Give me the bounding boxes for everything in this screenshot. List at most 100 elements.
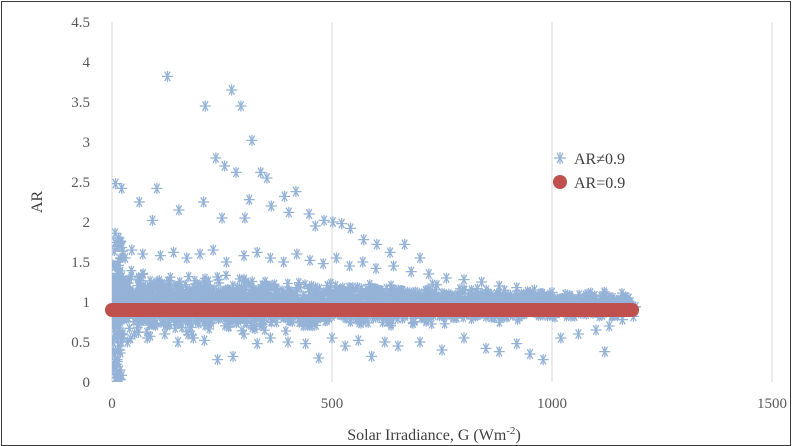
- x-tick-label: 1000: [537, 396, 567, 412]
- marker-ar-not-0.9: [115, 328, 127, 340]
- marker-ar-not-0.9: [458, 332, 470, 344]
- marker-ar-not-0.9: [212, 354, 224, 366]
- marker-ar-not-0.9: [112, 368, 122, 380]
- y-tick-label: 2.5: [71, 175, 90, 191]
- marker-ar-not-0.9: [515, 293, 526, 304]
- marker-ar-not-0.9: [511, 282, 523, 294]
- x-tick-label: 0: [108, 396, 116, 412]
- marker-ar-not-0.9: [283, 286, 294, 297]
- marker-ar-not-0.9: [173, 204, 185, 216]
- marker-ar-not-0.9: [238, 328, 250, 340]
- marker-ar-not-0.9: [564, 290, 576, 302]
- marker-ar-not-0.9: [409, 316, 420, 327]
- marker-ar-not-0.9: [469, 289, 480, 300]
- marker-ar-not-0.9: [388, 260, 400, 272]
- marker-ar-not-0.9: [119, 252, 131, 264]
- marker-ar-not-0.9: [318, 214, 330, 226]
- y-tick-label: 3: [83, 135, 91, 151]
- marker-ar-not-0.9: [537, 290, 548, 301]
- marker-ar-not-0.9: [494, 317, 505, 328]
- marker-ar-not-0.9: [581, 291, 593, 303]
- x-tick-label: 1500: [757, 396, 787, 412]
- marker-ar-not-0.9: [294, 282, 305, 293]
- marker-ar-not-0.9: [439, 318, 450, 329]
- marker-ar-not-0.9: [480, 342, 492, 354]
- marker-ar-not-0.9: [278, 256, 290, 268]
- marker-ar-not-0.9: [165, 275, 176, 286]
- marker-ar-not-0.9: [392, 340, 404, 352]
- marker-ar-not-0.9: [486, 289, 497, 300]
- marker-ar-not-0.9: [112, 315, 118, 326]
- marker-ar-not-0.9: [172, 284, 183, 295]
- marker-ar-not-0.9: [330, 280, 341, 291]
- marker-ar-not-0.9: [261, 172, 273, 184]
- marker-ar-not-0.9: [326, 332, 338, 344]
- marker-ar-not-0.9: [300, 338, 312, 350]
- y-tick-label: 1.5: [71, 255, 90, 271]
- marker-ar-not-0.9: [132, 326, 144, 338]
- marker-ar-not-0.9: [220, 256, 232, 268]
- marker-ar-not-0.9: [475, 290, 486, 301]
- marker-ar-not-0.9: [238, 250, 250, 262]
- marker-ar-not-0.9: [168, 246, 180, 258]
- y-tick-label: 0.5: [71, 335, 90, 351]
- marker-ar-not-0.9: [181, 252, 193, 264]
- marker-ar-not-0.9: [159, 328, 171, 340]
- marker-ar-not-0.9: [336, 218, 348, 230]
- marker-ar-not-0.9: [339, 340, 351, 352]
- marker-ar-not-0.9: [326, 293, 337, 304]
- marker-ar-not-0.9: [384, 246, 396, 258]
- marker-ar-not-0.9: [303, 208, 315, 220]
- marker-ar-not-0.9: [476, 276, 488, 288]
- marker-ar-not-0.9: [537, 354, 549, 366]
- marker-ar-not-0.9: [317, 258, 329, 270]
- marker-ar-not-0.9: [227, 350, 239, 362]
- marker-ar-not-0.9: [454, 283, 465, 294]
- legend-circle-marker: [553, 175, 567, 189]
- marker-ar-not-0.9: [427, 279, 438, 290]
- marker-ar-not-0.9: [198, 334, 210, 346]
- marker-ar-not-0.9: [136, 287, 147, 298]
- marker-ar-not-0.9: [318, 287, 329, 298]
- marker-ar-not-0.9: [309, 220, 321, 232]
- marker-ar-not-0.9: [599, 346, 611, 358]
- marker-ar-not-0.9: [414, 336, 426, 348]
- y-tick-label: 1: [83, 295, 91, 311]
- marker-ar-not-0.9: [112, 276, 123, 287]
- marker-ar-not-0.9: [352, 282, 363, 293]
- marker-ar-not-0.9: [223, 285, 234, 296]
- marker-ar-not-0.9: [304, 254, 316, 266]
- marker-ar-not-0.9: [207, 244, 219, 256]
- marker-ar-not-0.9: [352, 334, 364, 346]
- marker-ar-not-0.9: [115, 288, 126, 299]
- marker-ar-not-0.9: [141, 332, 153, 344]
- marker-ar-not-0.9: [371, 238, 383, 250]
- marker-ar-not-0.9: [603, 320, 615, 332]
- marker-ar-not-0.9: [344, 260, 356, 272]
- marker-ar-not-0.9: [226, 84, 238, 96]
- marker-ar-not-0.9: [221, 270, 232, 281]
- marker-ar-not-0.9: [379, 336, 391, 348]
- marker-ar-not-0.9: [599, 288, 611, 300]
- marker-ar-not-0.9: [192, 283, 203, 294]
- marker-ar-not-0.9: [354, 317, 365, 328]
- series-ar-0.9: [105, 303, 640, 317]
- marker-ar-not-0.9: [265, 316, 276, 327]
- marker-ar-not-0.9: [264, 332, 276, 344]
- marker-ar-not-0.9: [151, 182, 163, 194]
- marker-ar-not-0.9: [290, 186, 302, 198]
- marker-ar-not-0.9: [321, 315, 332, 326]
- marker-ar-not-0.9: [370, 262, 382, 274]
- marker-ar-not-0.9: [366, 350, 378, 362]
- marker-ar-not-0.9: [210, 152, 222, 164]
- x-axis-ticks: 0 500 1000 1500: [108, 396, 787, 412]
- marker-ar-not-0.9: [528, 284, 540, 296]
- marker-ar-not-0.9: [204, 323, 215, 334]
- marker-ar-not-0.9: [524, 348, 536, 360]
- marker-ar-not-0.9: [414, 252, 426, 264]
- marker-ar-not-0.9: [161, 70, 173, 82]
- marker-ar-not-0.9: [230, 166, 242, 178]
- marker-ar-not-0.9: [493, 280, 505, 292]
- marker-ar-not-0.9: [114, 344, 126, 356]
